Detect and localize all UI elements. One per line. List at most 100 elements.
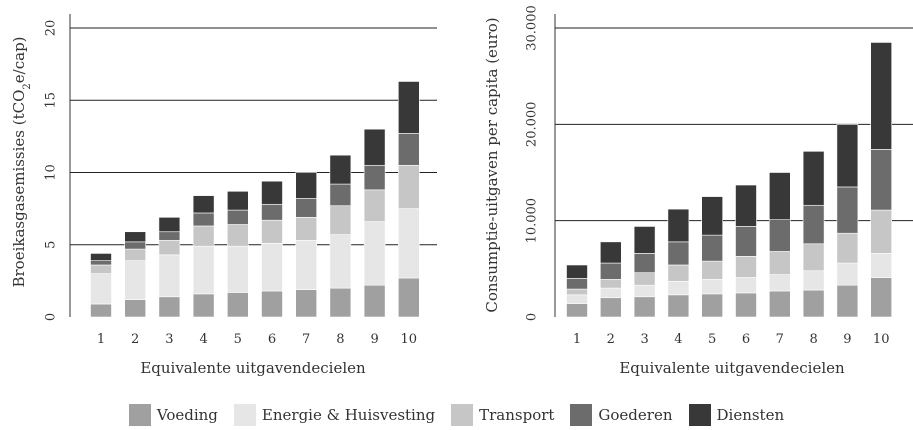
bar-segment-goederen	[295, 198, 318, 218]
bar-segment-goederen	[701, 234, 724, 262]
bar-segment-transport	[124, 248, 146, 261]
bar-segment-voeding	[329, 287, 352, 318]
bar-segment-voeding	[735, 292, 757, 318]
bar-segment-diensten	[397, 81, 420, 134]
bar-segment-voeding	[599, 297, 622, 318]
x-tick-label: 3	[640, 332, 648, 347]
legend-label-voeding: Voeding	[156, 406, 218, 424]
bar-segment-voeding	[836, 284, 859, 318]
bar-segment-goederen	[566, 278, 588, 290]
bar-segment-transport	[363, 189, 386, 222]
bar-segment-transport	[768, 251, 791, 275]
bar-segment-transport	[566, 288, 588, 296]
x-tick-label: 4	[199, 332, 207, 347]
bar-segment-transport	[227, 224, 249, 247]
x-tick-label: 5	[708, 332, 716, 347]
x-tick-label: 4	[674, 332, 682, 347]
bar-segment-goederen	[836, 186, 859, 234]
x-tick-label: 3	[165, 332, 173, 347]
bar-segment-transport	[329, 205, 352, 235]
bar-segment-transport	[735, 256, 757, 278]
bar-segment-transport	[158, 240, 181, 256]
y-axis-label: Broeikasgasemissies (tCO2e/cap)	[10, 36, 33, 287]
bar-segment-goederen	[870, 149, 893, 211]
bar-segment-goederen	[599, 262, 622, 280]
x-tick-label: 9	[370, 332, 378, 347]
bar-segment-energie-huisvesting	[261, 243, 283, 292]
bar-segment-diensten	[227, 190, 249, 211]
bar-segment-energie-huisvesting	[633, 284, 656, 298]
bar-segment-energie-huisvesting	[667, 281, 690, 296]
bar-segment-goederen	[768, 219, 791, 252]
bar-segment-diensten	[295, 172, 318, 199]
y-tick-label: 0	[44, 313, 59, 321]
y-tick-label: 30.000	[525, 5, 540, 51]
bar-segment-energie-huisvesting	[768, 274, 791, 292]
bar-segment-energie-huisvesting	[192, 245, 215, 295]
bar-segment-diensten	[701, 196, 724, 236]
legend-item-diensten: Diensten	[688, 404, 785, 426]
bar-segment-diensten	[261, 180, 283, 205]
bar-segment-diensten	[667, 208, 690, 243]
bar-segment-voeding	[192, 293, 215, 318]
legend-item-goederen: Goederen	[570, 404, 673, 426]
bar-segment-goederen	[158, 231, 181, 241]
x-tick-label: 2	[131, 332, 139, 347]
bar-segment-energie-huisvesting	[836, 262, 859, 286]
bar-segment-energie-huisvesting	[329, 234, 352, 289]
legend-swatch-diensten	[688, 404, 711, 426]
bar-segment-diensten	[192, 195, 215, 214]
bar-segment-goederen	[227, 209, 249, 225]
bar-segment-goederen	[667, 241, 690, 266]
bar-segment-goederen	[192, 212, 215, 227]
bar-segment-transport	[870, 209, 893, 254]
bar-segment-diensten	[633, 226, 656, 254]
bar-segment-voeding	[158, 296, 181, 318]
bar-segment-voeding	[633, 296, 656, 318]
bar-segment-energie-huisvesting	[802, 270, 825, 291]
bar-segment-voeding	[802, 289, 825, 318]
y-tick-label: 10	[44, 164, 59, 181]
legend-label-transport: Transport	[479, 406, 555, 424]
y-tick-label: 20	[44, 20, 59, 37]
bar-segment-transport	[397, 164, 420, 209]
bar-segment-transport	[836, 232, 859, 264]
bar-segment-transport	[802, 243, 825, 272]
legend-label-diensten: Diensten	[716, 406, 785, 424]
legend-label-energie-huisvesting: Energie & Huisvesting	[261, 406, 436, 424]
bar-segment-voeding	[768, 290, 791, 318]
bar-segment-diensten	[802, 151, 825, 206]
bar-segment-goederen	[261, 203, 283, 221]
bar-segment-voeding	[261, 290, 283, 318]
x-tick-label: 9	[843, 332, 851, 347]
x-tick-label: 8	[809, 332, 817, 347]
bar-segment-transport	[90, 264, 112, 274]
bar-segment-voeding	[667, 294, 690, 318]
x-tick-label: 10	[401, 332, 418, 347]
bar-segment-transport	[701, 260, 724, 280]
bar-segment-voeding	[701, 293, 724, 318]
bar-segment-diensten	[599, 241, 622, 264]
bar-segment-diensten	[566, 264, 588, 279]
legend-item-energie-huisvesting: Energie & Huisvesting	[233, 404, 436, 426]
x-tick-label: 1	[97, 332, 105, 347]
x-axis-label: Equivalente uitgavendecielen	[619, 359, 845, 377]
x-tick-label: 7	[776, 332, 784, 347]
y-tick-label: 0	[525, 313, 540, 321]
y-tick-label: 10.000	[525, 198, 540, 244]
bar-segment-transport	[667, 264, 690, 282]
bar-segment-energie-huisvesting	[295, 240, 318, 290]
bar-segment-diensten	[836, 124, 859, 188]
bar-segment-diensten	[90, 253, 112, 261]
x-tick-label: 5	[234, 332, 242, 347]
bar-segment-goederen	[397, 133, 420, 166]
legend-item-voeding: Voeding	[128, 404, 218, 426]
bar-segment-energie-huisvesting	[870, 253, 893, 278]
bar-segment-diensten	[735, 184, 757, 227]
bar-segment-energie-huisvesting	[124, 260, 146, 300]
bar-segment-diensten	[363, 128, 386, 166]
legend-label-goederen: Goederen	[598, 406, 673, 424]
x-tick-label: 6	[742, 332, 750, 347]
